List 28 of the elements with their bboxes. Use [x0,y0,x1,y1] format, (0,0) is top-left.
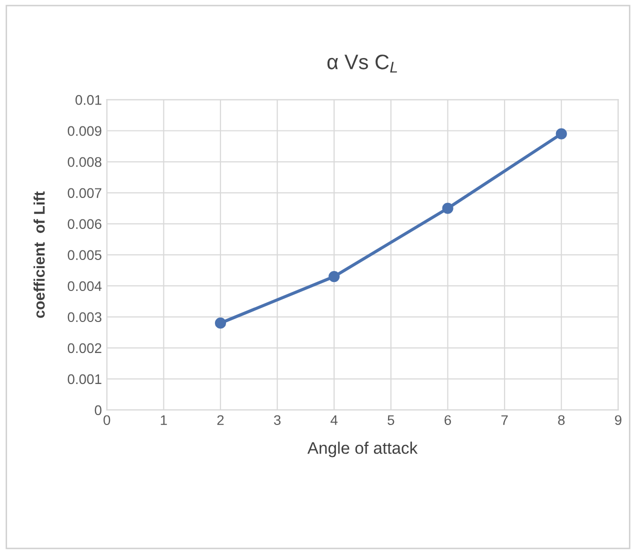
y-tick-label: 0.006 [68,219,102,229]
x-tick-label: 8 [558,415,565,426]
x-tick-label: 1 [160,415,167,425]
x-tick-label: 6 [444,415,451,426]
chart-title: α Vs C$_{L}$ [327,54,398,73]
point [214,318,226,329]
point [442,202,454,214]
y-tick-label: 0.003 [68,312,102,322]
y-tick-label: 0.004 [68,281,102,292]
point [328,271,340,282]
y-tick-label: 0.002 [68,343,102,354]
x-tick-label: 4 [330,415,338,425]
x-axis-title: Angle of attack [307,442,418,458]
x-tick-label: 2 [217,415,224,425]
x-tick-label: 3 [274,415,281,426]
y-tick-label: 0.007 [68,188,102,198]
y-tick-label: 0 [94,405,102,416]
y-tick-label: 0.005 [68,250,102,260]
x-tick-label: 0 [104,415,110,426]
y-axis-title: coefficient of Lift [34,191,45,318]
y-tick-label: 0.009 [68,126,102,136]
x-tick-label: 5 [388,415,394,426]
x-tick-label: 7 [501,415,508,425]
x-tick-label: 9 [614,415,622,426]
y-tick-label: 0.008 [68,157,102,167]
point [556,128,567,140]
y-tick-label: 0.001 [68,374,102,384]
y-tick-label: 0.01 [76,95,102,105]
